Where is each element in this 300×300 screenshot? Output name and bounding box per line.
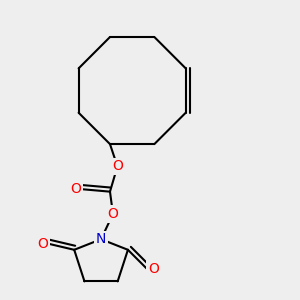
Text: O: O	[148, 262, 159, 276]
Text: O: O	[112, 159, 123, 173]
Text: O: O	[38, 237, 48, 251]
Text: O: O	[70, 182, 81, 196]
Text: N: N	[96, 232, 106, 246]
Text: O: O	[107, 207, 118, 221]
